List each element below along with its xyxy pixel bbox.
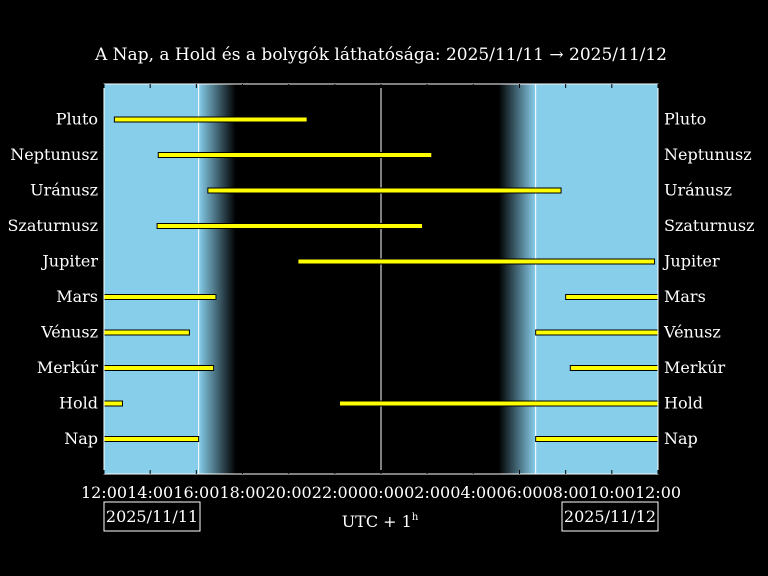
day-region-left [104,84,199,474]
label-right-hold: Hold [664,394,703,413]
x-axis-label: UTC + 1h [342,512,419,531]
label-left-merkur: Merkúr [37,358,99,377]
label-right-szaturnusz: Szaturnusz [664,216,755,235]
bar-nap-1 [103,436,200,442]
chart-title: A Nap, a Hold és a bolygók láthatósága: … [94,45,667,65]
bar-jupiter-1 [297,258,656,265]
day-region-right [535,84,658,474]
bar-venusz-2 [535,329,659,336]
bar-hold-2 [338,400,659,407]
label-right-merkur: Merkúr [664,358,726,377]
bar-pluto-1 [113,116,308,123]
object-labels-right: Pluto Neptunusz Uránusz Szaturnusz Jupiter Ma… [662,110,755,449]
bar-szaturnusz-1 [156,223,424,229]
x-tick-label: 20:00 [266,483,312,502]
x-tick-label: 08:00 [543,483,589,502]
label-left-nap: Nap [64,429,98,448]
date-left-label: 2025/11/11 [106,507,198,526]
label-left-venusz: Vénusz [40,323,98,342]
x-tick-label: 10:00 [589,483,635,502]
object-labels-left: Pluto Neptunusz Uránusz Szaturnusz Jupiter Ma… [7,110,98,449]
bar-uranusz-1 [207,187,562,194]
date-left-box [103,501,201,532]
bar-nap-2 [535,436,659,442]
label-left-neptunusz: Neptunusz [10,145,98,164]
label-right-uranusz: Uránusz [664,181,732,200]
date-right-box [561,501,659,532]
label-left-uranusz: Uránusz [30,181,98,200]
bar-merkur-2 [569,365,659,371]
label-right-jupiter: Jupiter [662,252,720,271]
bar-hold-1 [103,400,123,407]
bar-venusz-1 [103,329,190,336]
x-tick-label: 06:00 [496,483,542,502]
x-axis-ticks: 12:00 14:00 16:00 18:00 20:00 22:00 00:00 02:00… [81,84,681,502]
x-tick-label: 04:00 [450,483,496,502]
bar-merkur-1 [103,365,215,371]
x-tick-label: 12:00 [635,483,681,502]
dusk-twilight [198,84,236,474]
x-tick-label: 14:00 [127,483,173,502]
label-right-pluto: Pluto [664,110,706,129]
label-right-venusz: Vénusz [663,323,721,342]
x-tick-label: 02:00 [404,483,450,502]
bar-mars-2 [565,294,659,300]
plot-area [103,83,659,475]
x-tick-label: 00:00 [358,483,404,502]
label-right-mars: Mars [664,287,706,306]
label-left-jupiter: Jupiter [40,252,98,271]
label-left-szaturnusz: Szaturnusz [7,216,98,235]
date-right-label: 2025/11/12 [564,507,656,526]
x-tick-label: 22:00 [312,483,358,502]
bar-neptunusz-1 [157,152,433,158]
label-left-hold: Hold [59,394,98,413]
label-right-nap: Nap [664,429,698,448]
bar-mars-1 [103,294,217,300]
x-tick-label: 16:00 [173,483,219,502]
x-tick-label: 12:00 [81,483,127,502]
x-tick-label: 18:00 [219,483,265,502]
dawn-twilight [498,84,536,474]
label-left-mars: Mars [56,287,98,306]
label-right-neptunusz: Neptunusz [664,145,752,164]
label-left-pluto: Pluto [56,110,98,129]
